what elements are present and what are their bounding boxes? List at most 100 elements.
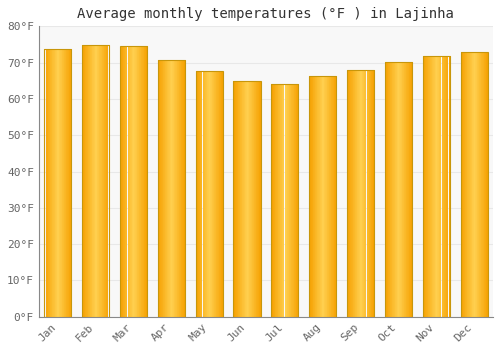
Bar: [285, 84, 286, 317]
Bar: [309, 76, 336, 317]
Bar: [440, 56, 441, 317]
Bar: [428, 56, 429, 317]
Bar: [259, 81, 260, 317]
Bar: [354, 70, 356, 317]
Bar: [445, 56, 446, 317]
Bar: [349, 70, 350, 317]
Bar: [278, 84, 279, 317]
Bar: [356, 70, 358, 317]
Bar: [223, 71, 224, 317]
Bar: [89, 45, 90, 317]
Bar: [393, 62, 394, 317]
Bar: [158, 60, 185, 317]
Bar: [135, 46, 136, 317]
Bar: [353, 70, 354, 317]
Bar: [407, 62, 408, 317]
Bar: [422, 56, 450, 317]
Bar: [214, 71, 215, 317]
Bar: [391, 62, 392, 317]
Bar: [161, 60, 162, 317]
Bar: [208, 71, 209, 317]
Bar: [90, 45, 91, 317]
Bar: [63, 49, 64, 317]
Bar: [359, 70, 360, 317]
Bar: [103, 45, 104, 317]
Bar: [406, 62, 407, 317]
Bar: [460, 52, 488, 317]
Bar: [141, 46, 142, 317]
Bar: [120, 46, 147, 317]
Bar: [319, 76, 320, 317]
Bar: [294, 84, 295, 317]
Bar: [322, 76, 323, 317]
Bar: [160, 60, 161, 317]
Bar: [276, 84, 277, 317]
Title: Average monthly temperatures (°F ) in Lajinha: Average monthly temperatures (°F ) in La…: [78, 7, 454, 21]
Bar: [298, 84, 299, 317]
Bar: [98, 45, 100, 317]
Bar: [432, 56, 433, 317]
Bar: [360, 70, 361, 317]
Bar: [169, 60, 170, 317]
Bar: [60, 49, 61, 317]
Bar: [197, 71, 198, 317]
Bar: [486, 52, 487, 317]
Bar: [394, 62, 396, 317]
Bar: [288, 84, 290, 317]
Bar: [462, 52, 464, 317]
Bar: [128, 46, 129, 317]
Bar: [461, 52, 462, 317]
Bar: [142, 46, 143, 317]
Bar: [478, 52, 480, 317]
Bar: [196, 71, 197, 317]
Bar: [146, 46, 147, 317]
Bar: [274, 84, 276, 317]
Bar: [272, 84, 274, 317]
Bar: [130, 46, 131, 317]
Bar: [44, 49, 72, 317]
Bar: [470, 52, 471, 317]
Bar: [105, 45, 106, 317]
Bar: [373, 70, 374, 317]
Bar: [324, 76, 325, 317]
Bar: [310, 76, 311, 317]
Bar: [70, 49, 72, 317]
Bar: [243, 81, 244, 317]
Bar: [52, 49, 53, 317]
Bar: [252, 81, 253, 317]
Bar: [482, 52, 483, 317]
Bar: [436, 56, 438, 317]
Bar: [178, 60, 180, 317]
Bar: [185, 60, 186, 317]
Bar: [358, 70, 359, 317]
Bar: [296, 84, 297, 317]
Bar: [132, 46, 133, 317]
Bar: [147, 46, 148, 317]
Bar: [368, 70, 370, 317]
Bar: [59, 49, 60, 317]
Bar: [347, 70, 348, 317]
Bar: [351, 70, 352, 317]
Bar: [405, 62, 406, 317]
Bar: [168, 60, 169, 317]
Bar: [182, 60, 183, 317]
Bar: [472, 52, 473, 317]
Bar: [209, 71, 210, 317]
Bar: [234, 81, 235, 317]
Bar: [464, 52, 466, 317]
Bar: [404, 62, 405, 317]
Bar: [443, 56, 444, 317]
Bar: [47, 49, 48, 317]
Bar: [280, 84, 281, 317]
Bar: [312, 76, 314, 317]
Bar: [282, 84, 283, 317]
Bar: [291, 84, 292, 317]
Bar: [318, 76, 319, 317]
Bar: [279, 84, 280, 317]
Bar: [250, 81, 251, 317]
Bar: [480, 52, 481, 317]
Bar: [396, 62, 398, 317]
Bar: [171, 60, 172, 317]
Bar: [196, 71, 223, 317]
Bar: [53, 49, 54, 317]
